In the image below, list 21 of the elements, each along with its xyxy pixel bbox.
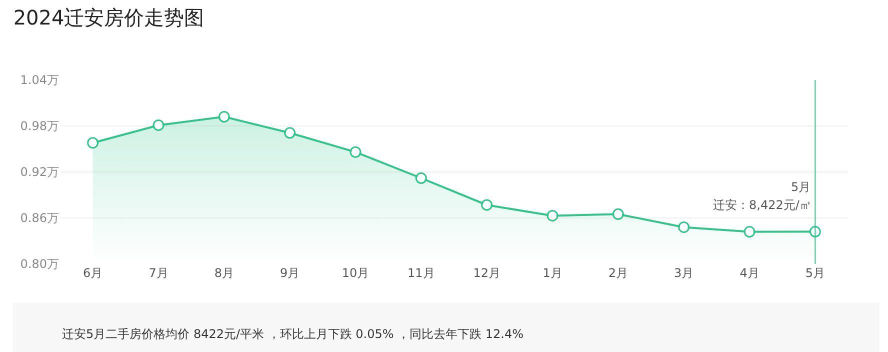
x-tick-label: 7月 <box>148 266 168 280</box>
x-tick-label: 12月 <box>473 266 500 280</box>
y-tick-label: 0.98万 <box>20 119 59 134</box>
x-tick-label: 4月 <box>740 266 760 280</box>
x-tick-label: 11月 <box>408 266 435 280</box>
text: 迁安5月二手房价格均价 8422元/平米 ，环比上月下跌 0.05% ，同比去年下跌 12.4% <box>62 327 524 341</box>
x-tick-label: 3月 <box>674 266 694 280</box>
x-tick-label: 2月 <box>608 266 628 280</box>
x-tick-label: 5月 <box>805 266 825 280</box>
x-tick-label: 10月 <box>342 266 370 280</box>
y-tick-label: 0.80万 <box>20 257 59 272</box>
annotation: 5月 <box>791 180 811 194</box>
x-tick-label: 9月 <box>280 266 300 280</box>
y-tick-label: 0.86万 <box>20 211 59 226</box>
x-tick-label: 1月 <box>542 266 562 280</box>
y-tick-label: 1.04万 <box>20 73 59 88</box>
x-tick-label: 8月 <box>214 266 234 280</box>
x-tick-label: 6月 <box>83 266 103 280</box>
y-tick-label: 0.92万 <box>20 165 59 180</box>
annotation: 迁安：8,422元/㎡ <box>713 198 812 212</box>
chart-title: 2024迁安房价走势图 <box>13 6 204 30</box>
